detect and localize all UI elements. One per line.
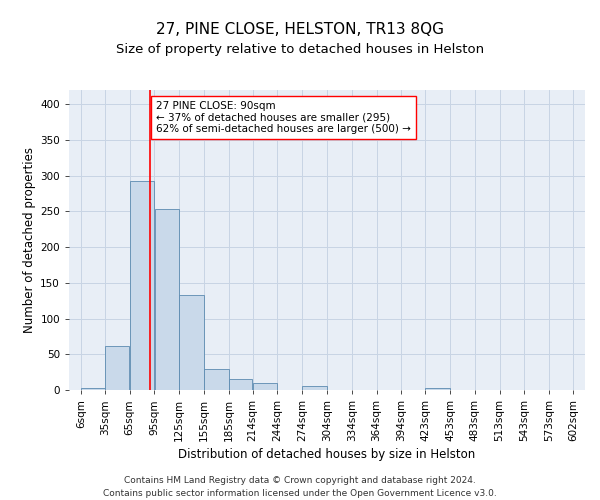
Bar (204, 370, 229, 390)
Bar (425, 388, 450, 390)
Bar (253, 383, 277, 390)
Bar (179, 295, 204, 390)
Y-axis label: Number of detached properties: Number of detached properties (23, 147, 36, 333)
Bar (229, 380, 253, 390)
Text: 27, PINE CLOSE, HELSTON, TR13 8QG: 27, PINE CLOSE, HELSTON, TR13 8QG (156, 22, 444, 38)
Text: Contains HM Land Registry data © Crown copyright and database right 2024.: Contains HM Land Registry data © Crown c… (124, 476, 476, 485)
Text: Contains public sector information licensed under the Open Government Licence v3: Contains public sector information licen… (103, 489, 497, 498)
Bar (81, 388, 104, 390)
Bar (105, 346, 130, 390)
Bar (302, 386, 327, 390)
Text: 27 PINE CLOSE: 90sqm
← 37% of detached houses are smaller (295)
62% of semi-deta: 27 PINE CLOSE: 90sqm ← 37% of detached h… (156, 100, 411, 134)
Text: Size of property relative to detached houses in Helston: Size of property relative to detached ho… (116, 42, 484, 56)
Bar (155, 208, 179, 390)
Bar (130, 180, 154, 390)
X-axis label: Distribution of detached houses by size in Helston: Distribution of detached houses by size … (178, 448, 476, 461)
